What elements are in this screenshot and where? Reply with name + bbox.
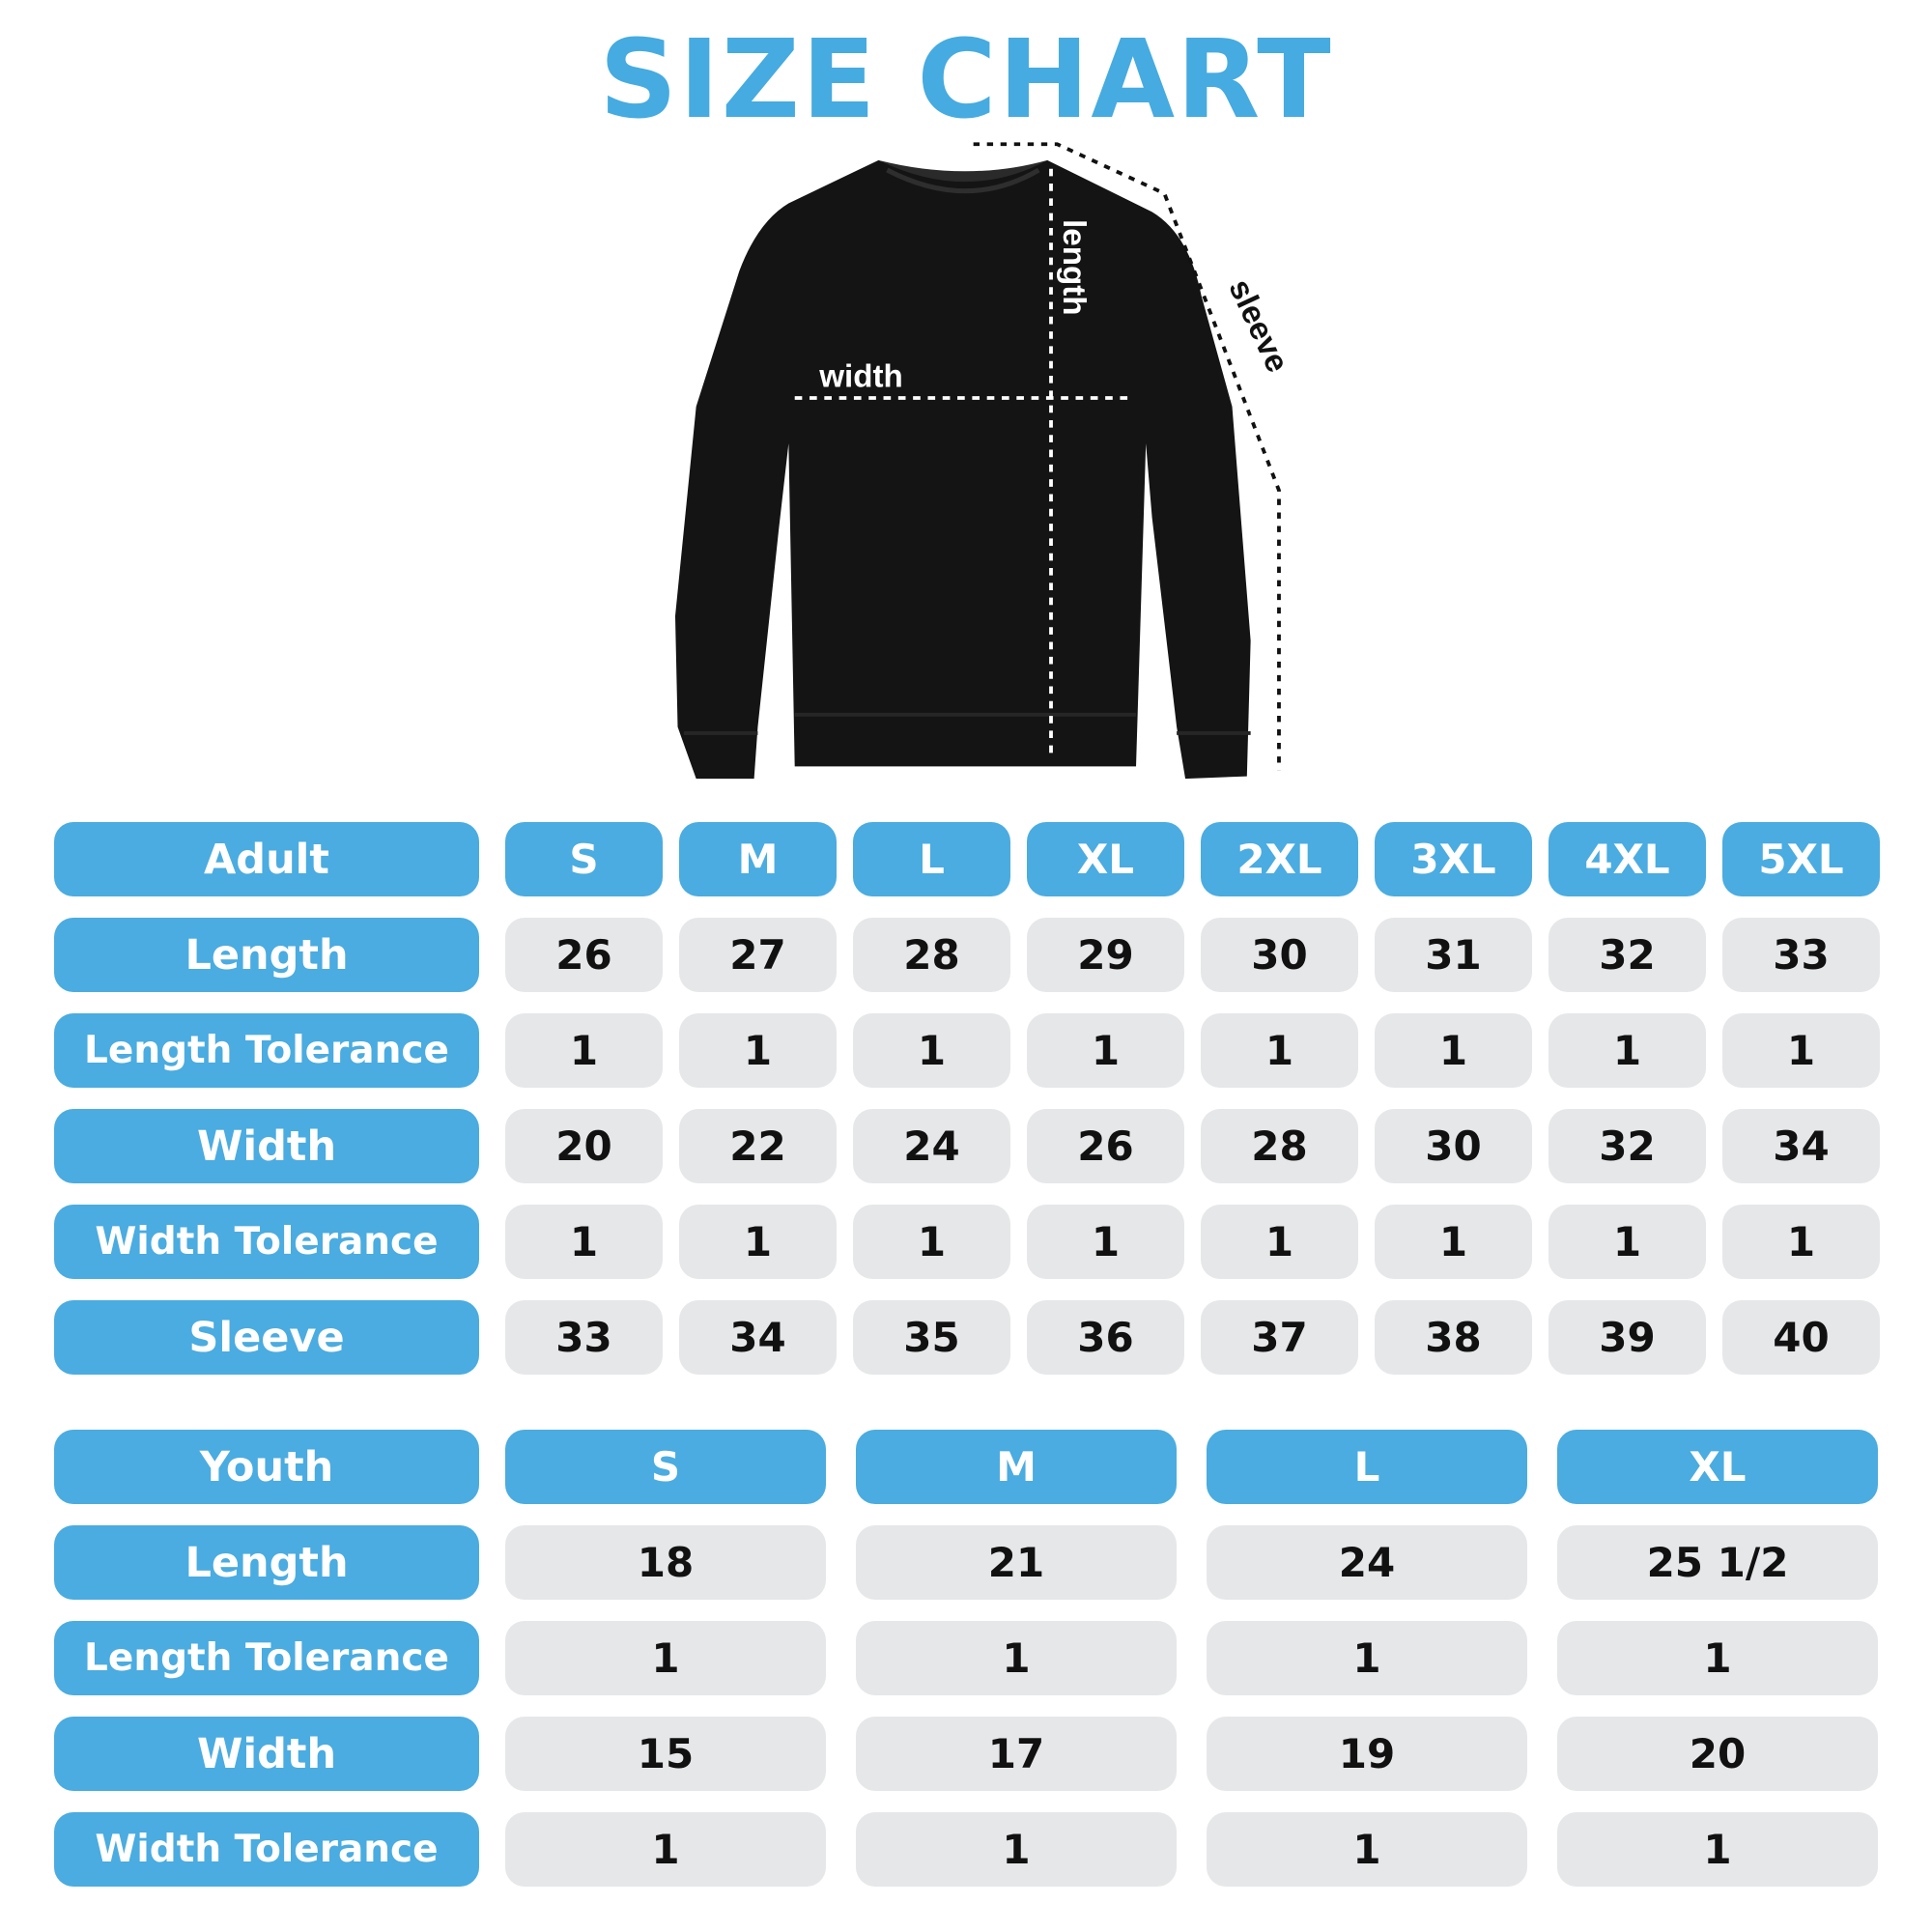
adult-value-cell: 1 xyxy=(1722,1205,1880,1279)
youth-size-header: XL xyxy=(1557,1430,1878,1504)
adult-size-header: M xyxy=(679,822,837,896)
youth-row-label: Length Tolerance xyxy=(54,1621,479,1695)
youth-value-cell: 1 xyxy=(856,1621,1177,1695)
adult-value-cell: 1 xyxy=(1027,1205,1184,1279)
adult-value-cell: 28 xyxy=(1201,1109,1358,1183)
sleeve-label: sleeve xyxy=(1221,274,1294,379)
adult-value-cell: 39 xyxy=(1548,1300,1706,1375)
youth-value-cell: 1 xyxy=(1557,1621,1878,1695)
adult-value-cell: 32 xyxy=(1548,1109,1706,1183)
adult-value-cell: 33 xyxy=(1722,918,1880,992)
adult-value-cell: 1 xyxy=(505,1205,663,1279)
adult-value-cell: 1 xyxy=(1201,1205,1358,1279)
sleeve-measure-line xyxy=(973,142,1281,771)
length-label: length xyxy=(1056,219,1092,315)
adult-row-label: Length xyxy=(54,918,479,992)
adult-value-cell: 35 xyxy=(853,1300,1010,1375)
adult-value-cell: 1 xyxy=(1375,1013,1532,1088)
adult-value-cell: 1 xyxy=(1027,1013,1184,1088)
adult-value-cell: 31 xyxy=(1375,918,1532,992)
youth-row-label: Width xyxy=(54,1717,479,1791)
adult-value-cell: 30 xyxy=(1375,1109,1532,1183)
adult-header-label: Adult xyxy=(54,822,479,896)
adult-value-cell: 37 xyxy=(1201,1300,1358,1375)
adult-row-label: Sleeve xyxy=(54,1300,479,1375)
sweater-image xyxy=(674,159,1251,780)
adult-value-cell: 1 xyxy=(505,1013,663,1088)
adult-value-cell: 32 xyxy=(1548,918,1706,992)
youth-value-cell: 1 xyxy=(856,1812,1177,1887)
adult-value-cell: 26 xyxy=(1027,1109,1184,1183)
adult-value-cell: 1 xyxy=(679,1205,837,1279)
youth-value-cell: 15 xyxy=(505,1717,826,1791)
youth-value-cell: 25 1/2 xyxy=(1557,1525,1878,1600)
adult-value-cell: 1 xyxy=(1201,1013,1358,1088)
youth-size-header: L xyxy=(1207,1430,1527,1504)
youth-value-cell: 1 xyxy=(505,1812,826,1887)
youth-value-cell: 18 xyxy=(505,1525,826,1600)
adult-value-cell: 34 xyxy=(679,1300,837,1375)
youth-value-cell: 1 xyxy=(1557,1812,1878,1887)
adult-value-cell: 24 xyxy=(853,1109,1010,1183)
youth-value-cell: 21 xyxy=(856,1525,1177,1600)
adult-value-cell: 38 xyxy=(1375,1300,1532,1375)
adult-size-header: S xyxy=(505,822,663,896)
youth-value-cell: 1 xyxy=(505,1621,826,1695)
adult-value-cell: 29 xyxy=(1027,918,1184,992)
adult-value-cell: 1 xyxy=(853,1205,1010,1279)
adult-value-cell: 1 xyxy=(1548,1205,1706,1279)
adult-value-cell: 40 xyxy=(1722,1300,1880,1375)
adult-row-label: Width Tolerance xyxy=(54,1205,479,1279)
adult-value-cell: 34 xyxy=(1722,1109,1880,1183)
youth-value-cell: 19 xyxy=(1207,1717,1527,1791)
adult-size-header: 2XL xyxy=(1201,822,1358,896)
adult-size-header: 4XL xyxy=(1548,822,1706,896)
adult-size-header: 3XL xyxy=(1375,822,1532,896)
youth-value-cell: 17 xyxy=(856,1717,1177,1791)
youth-value-cell: 20 xyxy=(1557,1717,1878,1791)
adult-row-label: Length Tolerance xyxy=(54,1013,479,1088)
youth-size-header: S xyxy=(505,1430,826,1504)
adult-value-cell: 1 xyxy=(1548,1013,1706,1088)
adult-value-cell: 30 xyxy=(1201,918,1358,992)
youth-value-cell: 24 xyxy=(1207,1525,1527,1600)
adult-row-label: Width xyxy=(54,1109,479,1183)
youth-row-label: Length xyxy=(54,1525,479,1600)
page-title: SIZE CHART xyxy=(599,17,1333,143)
adult-value-cell: 27 xyxy=(679,918,837,992)
adult-value-cell: 36 xyxy=(1027,1300,1184,1375)
adult-value-cell: 1 xyxy=(853,1013,1010,1088)
youth-size-header: M xyxy=(856,1430,1177,1504)
adult-value-cell: 1 xyxy=(679,1013,837,1088)
adult-size-header: XL xyxy=(1027,822,1184,896)
adult-value-cell: 20 xyxy=(505,1109,663,1183)
adult-value-cell: 1 xyxy=(1722,1013,1880,1088)
adult-value-cell: 26 xyxy=(505,918,663,992)
adult-value-cell: 1 xyxy=(1375,1205,1532,1279)
youth-value-cell: 1 xyxy=(1207,1812,1527,1887)
adult-size-header: L xyxy=(853,822,1010,896)
adult-value-cell: 22 xyxy=(679,1109,837,1183)
adult-value-cell: 33 xyxy=(505,1300,663,1375)
width-label: width xyxy=(818,359,903,395)
youth-value-cell: 1 xyxy=(1207,1621,1527,1695)
youth-header-label: Youth xyxy=(54,1430,479,1504)
youth-row-label: Width Tolerance xyxy=(54,1812,479,1887)
adult-size-header: 5XL xyxy=(1722,822,1880,896)
adult-value-cell: 28 xyxy=(853,918,1010,992)
